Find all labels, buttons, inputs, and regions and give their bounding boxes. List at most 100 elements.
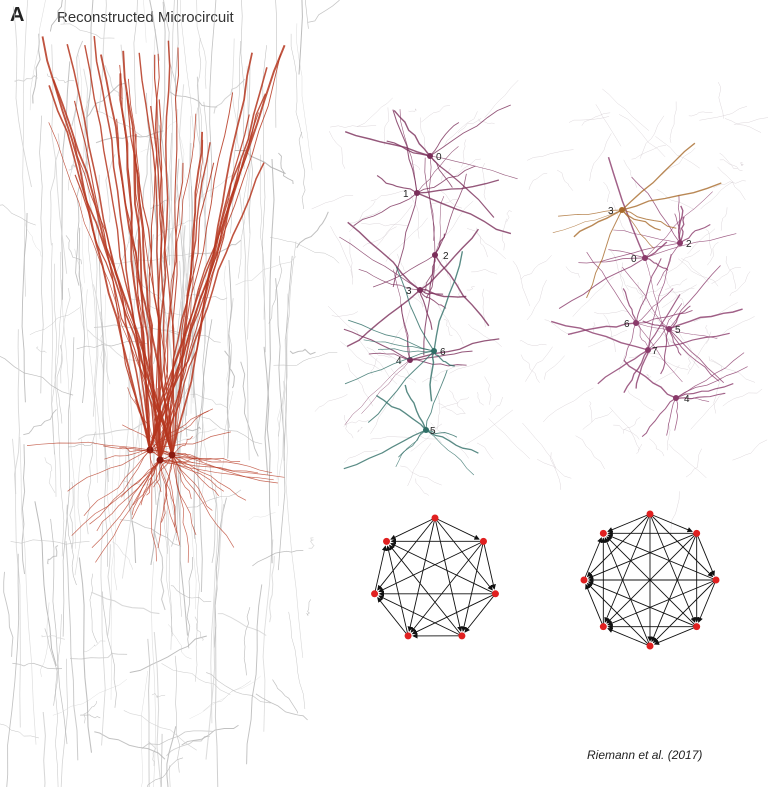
background-neurite [719, 152, 738, 169]
basal-dendrite [149, 449, 162, 493]
background-neurite [277, 255, 293, 571]
graph-edge [606, 533, 697, 624]
graph-edge [390, 517, 436, 540]
background-neurite [174, 260, 182, 541]
background-neurite [174, 424, 202, 432]
clique-neurite [647, 303, 683, 351]
clique-neurite [635, 288, 674, 324]
background-neurite [609, 407, 641, 451]
clique-neurite [348, 319, 435, 352]
background-neurite [275, 278, 285, 461]
background-neurite [725, 118, 762, 133]
background-neurite [327, 305, 361, 339]
clique-neurite [558, 257, 646, 310]
clique-neurite [346, 289, 421, 348]
clique-neurite [642, 320, 670, 330]
background-neurite [193, 525, 200, 682]
background-neurite [277, 293, 289, 507]
background-neurite [670, 491, 680, 534]
background-neurite [47, 544, 59, 565]
clique-soma [432, 252, 438, 258]
background-neurite [306, 599, 312, 617]
clique-neurite [409, 359, 467, 367]
background-neurite [653, 365, 680, 384]
clique-neurite [343, 429, 427, 470]
background-neurite [420, 117, 428, 156]
background-neurite [700, 181, 734, 210]
graph-edge [652, 579, 717, 644]
background-neurite [14, 74, 38, 83]
background-neurite [405, 291, 425, 307]
background-neurite [42, 711, 46, 787]
background-neurite [104, 294, 114, 527]
background-neurite [592, 322, 596, 334]
background-neurite [178, 84, 188, 291]
background-neurite [243, 607, 251, 676]
basal-dendrite [159, 459, 285, 478]
background-neurite [0, 355, 74, 396]
microcircuit-panel [0, 0, 340, 787]
neuron-label: 3 [406, 286, 412, 297]
background-neurite [166, 726, 177, 787]
background-neurite [179, 186, 193, 484]
background-neurite [95, 110, 162, 141]
background-neurite [627, 390, 655, 412]
background-neurite [661, 287, 695, 308]
basal-dendrite [71, 459, 161, 536]
clique-neurite [409, 338, 500, 361]
graph-node [580, 576, 588, 584]
graph-node [712, 576, 720, 584]
background-neurite [298, 131, 306, 209]
background-neurite [366, 347, 392, 358]
clique-neurite [635, 258, 662, 324]
basal-dendrite [91, 459, 161, 549]
clique-soma [427, 153, 433, 159]
clique-neurite [647, 294, 681, 351]
background-neurite [732, 439, 768, 461]
background-neurite [231, 38, 242, 176]
clique-neurite [429, 350, 435, 402]
background-neurite [440, 396, 470, 409]
graph-node [646, 510, 654, 518]
background-neurite [437, 395, 441, 430]
basal-dendrite [159, 459, 181, 546]
clique-neurite [644, 257, 669, 271]
background-neurite [190, 393, 228, 408]
background-neurite [71, 40, 84, 127]
clique-neurite [343, 328, 411, 361]
background-neurite [95, 130, 164, 144]
background-neurite [340, 341, 383, 372]
background-neurite [449, 357, 488, 374]
background-neurite [196, 0, 207, 89]
background-neurite [238, 188, 250, 461]
background-neurite [29, 0, 46, 111]
background-neurite [421, 105, 451, 123]
background-neurite [501, 218, 507, 251]
background-neurite [449, 390, 466, 414]
background-neurite [41, 634, 66, 640]
background-neurite [122, 480, 159, 486]
background-neurite [307, 0, 340, 23]
background-neurite [83, 640, 106, 653]
clique-neurite [622, 288, 637, 324]
basal-dendrite [127, 387, 161, 461]
background-neurite [197, 306, 206, 475]
apical-dendrite [155, 99, 163, 461]
graph-edge [434, 517, 493, 591]
background-neurite [283, 380, 304, 658]
background-neurite [725, 256, 737, 289]
clique-neurite [395, 429, 427, 468]
clique-neurite [567, 322, 637, 336]
background-neurite [107, 544, 112, 636]
clique-neurite [675, 352, 745, 399]
background-neurite [489, 396, 503, 414]
basal-dendrite [149, 449, 224, 492]
background-neurite [102, 591, 117, 708]
clique-neurite [607, 156, 646, 259]
background-neurite [123, 710, 197, 751]
basal-dendrite [171, 454, 235, 548]
graph-node [599, 623, 607, 631]
background-neurite [383, 107, 390, 146]
background-neurite [278, 241, 297, 437]
background-neurite [481, 162, 486, 200]
